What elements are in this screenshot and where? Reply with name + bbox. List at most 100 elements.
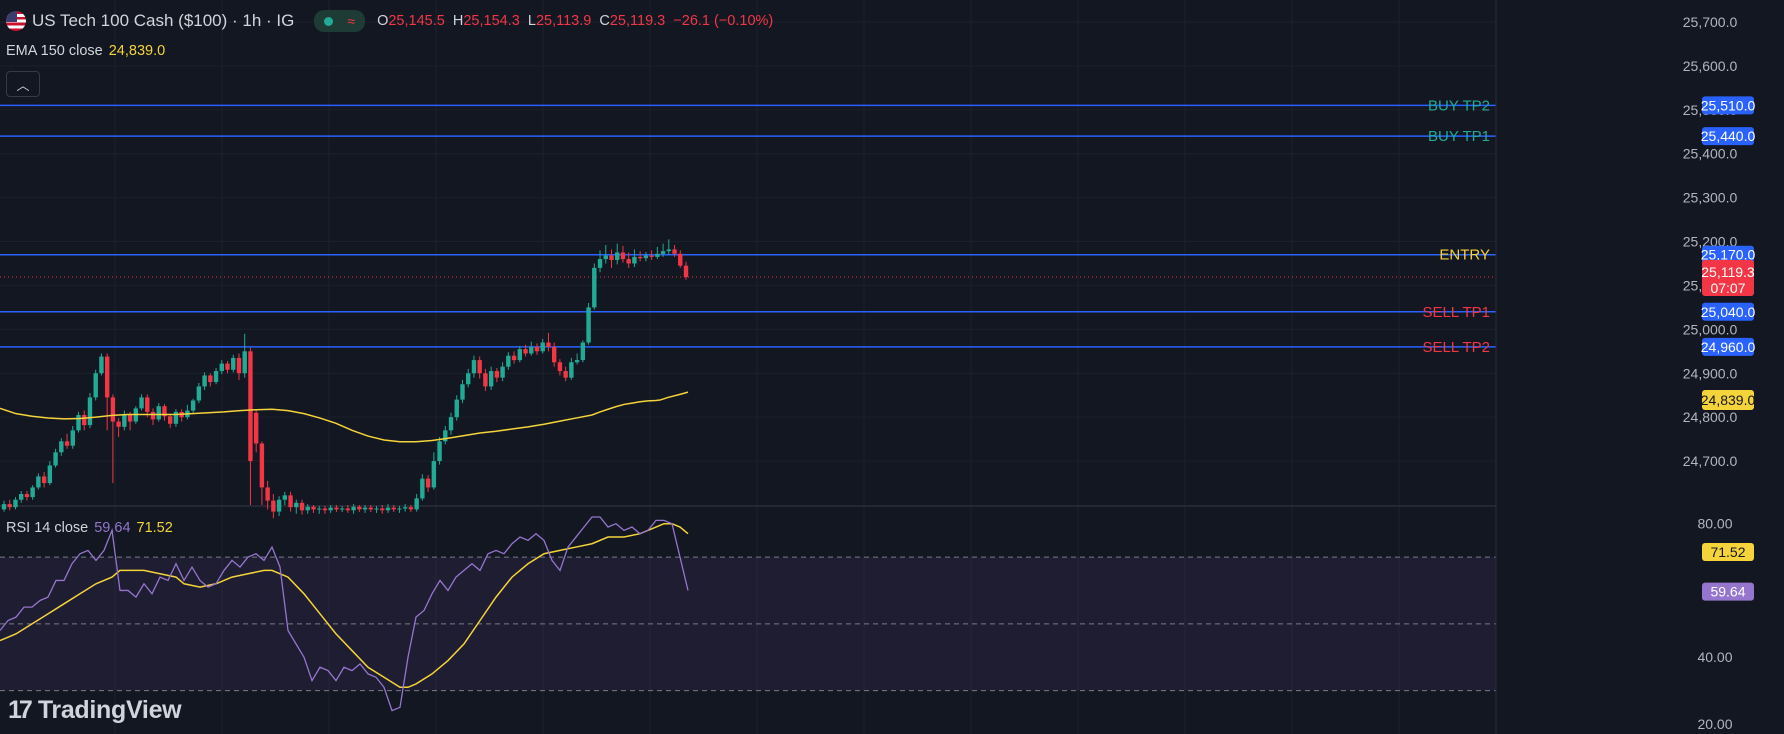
- candle-body: [477, 360, 482, 374]
- candle-body: [156, 406, 161, 420]
- rsi-legend[interactable]: RSI 14 close 59.64 71.52: [6, 520, 173, 536]
- candle-body: [551, 346, 557, 363]
- candle-body: [150, 411, 156, 420]
- market-status[interactable]: ≈: [314, 10, 366, 32]
- candle-body: [1, 504, 7, 510]
- candle-body: [546, 342, 551, 347]
- candle-body: [64, 441, 70, 446]
- candle-body: [517, 349, 522, 361]
- level-price-tag-bg: [1702, 96, 1754, 115]
- candle-body: [13, 499, 18, 508]
- candle-body: [190, 400, 196, 411]
- candle-body: [357, 506, 362, 510]
- symbol-title[interactable]: US Tech 100 Cash ($100) · 1h · IG: [32, 11, 295, 30]
- price-tick-label: 25,000.0: [1683, 321, 1738, 337]
- candle-body: [53, 452, 58, 466]
- ohlc-values: O25,145.5 H25,154.3 L25,113.9 C25,119.3 …: [377, 13, 774, 29]
- candle-body: [168, 416, 173, 424]
- candle-body: [282, 495, 288, 500]
- candle-body: [643, 255, 649, 259]
- candle-body: [93, 373, 98, 398]
- candle-body: [339, 508, 345, 510]
- rsi-tag: 59.64: [1710, 584, 1745, 600]
- candle-body: [397, 508, 402, 510]
- candle-body: [328, 507, 333, 511]
- price-tick-label: 25,600.0: [1683, 58, 1738, 74]
- candle-body: [30, 487, 35, 498]
- chevron-up-icon: ︿: [16, 77, 30, 93]
- candle-body: [47, 465, 53, 484]
- candle-body: [540, 342, 545, 352]
- candle-body: [276, 499, 282, 512]
- candle-body: [666, 249, 672, 252]
- candle-body: [523, 349, 528, 354]
- ema-legend[interactable]: EMA 150 close 24,839.0: [6, 43, 165, 59]
- candle-body: [24, 494, 30, 498]
- candle-body: [431, 461, 437, 488]
- axis-background: [1496, 0, 1784, 734]
- candle-body: [173, 411, 179, 424]
- candle-body: [225, 363, 230, 370]
- last-price-tag: 25,119.3: [1701, 264, 1755, 280]
- candle-body: [678, 253, 683, 266]
- candle-body: [443, 430, 448, 442]
- candle-body: [7, 504, 12, 508]
- level-price-tag: 25,510.0: [1701, 97, 1756, 113]
- level-price-tag: 24,960.0: [1701, 339, 1756, 355]
- level-price-tag: 25,040.0: [1701, 304, 1756, 320]
- candle-body: [139, 397, 144, 409]
- candle-body: [110, 397, 116, 422]
- rsi-ma-value: 71.52: [136, 520, 173, 536]
- tradingview-branding[interactable]: 17 TradingView: [8, 696, 182, 725]
- level-price-tag-bg: [1702, 127, 1754, 146]
- candle-body: [145, 397, 150, 412]
- candle-body: [41, 476, 47, 484]
- candle-body: [259, 443, 265, 488]
- candle-body: [104, 356, 110, 398]
- candle-body: [511, 355, 517, 361]
- candle-body: [626, 259, 631, 264]
- rsi-tag-bg: [1702, 582, 1754, 601]
- candle-body: [18, 494, 24, 500]
- candle-body: [592, 267, 597, 308]
- candle-body: [202, 375, 207, 387]
- candle-body: [87, 397, 93, 426]
- candle-body: [374, 508, 379, 510]
- collapse-legend-button[interactable]: ︿: [6, 71, 40, 97]
- candle-body: [253, 412, 259, 444]
- candle-body: [322, 508, 328, 511]
- candle-body: [603, 255, 608, 260]
- candlestick-series: [1, 239, 689, 519]
- candle-body: [219, 363, 224, 372]
- candle-body: [231, 357, 236, 370]
- candle-body: [213, 371, 219, 383]
- candle-body: [597, 259, 603, 268]
- ema-value: 24,839.0: [108, 43, 166, 59]
- candle-body: [660, 251, 666, 254]
- tradingview-logo-icon: 17: [8, 696, 33, 724]
- candle-body: [362, 507, 368, 510]
- candle-body: [655, 253, 660, 257]
- candle-body: [391, 507, 396, 510]
- candle-body: [122, 414, 127, 427]
- candle-body: [248, 351, 253, 462]
- candle-body: [311, 506, 316, 510]
- rsi-band: [0, 556, 1496, 692]
- candle-body: [208, 375, 213, 383]
- rsi-series: [0, 516, 689, 712]
- candle-body: [334, 507, 339, 510]
- candle-body: [380, 508, 385, 511]
- candle-body: [127, 414, 133, 422]
- level-label: ENTRY: [1439, 247, 1490, 264]
- rsi-tick-label: 20.00: [1697, 716, 1732, 732]
- candle-body: [471, 360, 477, 374]
- level-label: BUY TP2: [1428, 97, 1490, 114]
- rsi-value: 59.64: [94, 520, 131, 536]
- candle-body: [236, 357, 242, 374]
- candle-body: [420, 478, 425, 499]
- candle-body: [317, 508, 322, 510]
- candle-body: [305, 506, 310, 511]
